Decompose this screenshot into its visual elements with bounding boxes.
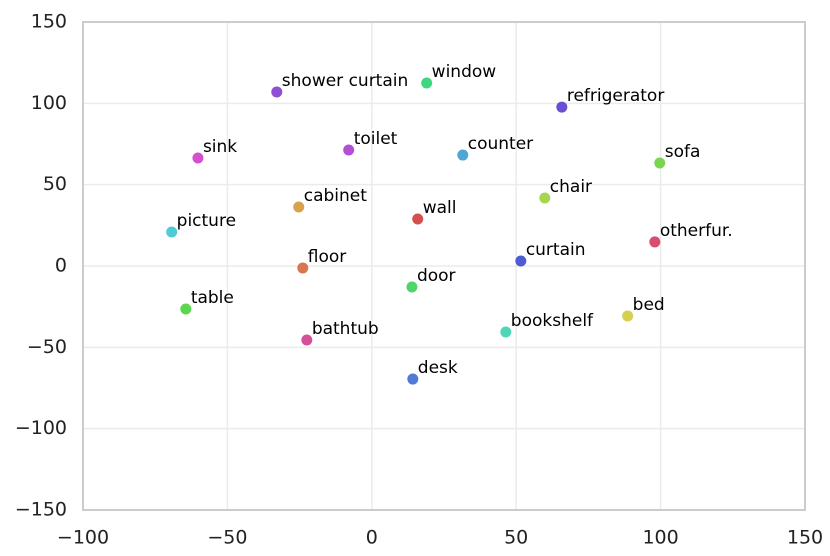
point <box>192 152 204 164</box>
point-label: counter <box>468 134 533 154</box>
point-label: refrigerator <box>567 86 664 106</box>
point <box>343 144 355 156</box>
y-tick-label: 50 <box>43 173 67 195</box>
point-label: sofa <box>665 142 701 162</box>
point-label: floor <box>308 247 347 267</box>
y-tick-label: 150 <box>31 11 67 33</box>
point <box>301 334 313 346</box>
point-label: bathtub <box>312 319 379 339</box>
point <box>166 226 178 238</box>
y-tick-label: −50 <box>27 336 67 358</box>
y-tick-label: 0 <box>55 255 67 277</box>
x-tick-label: 50 <box>504 527 528 549</box>
point-label: otherfur. <box>660 221 733 241</box>
point-label: table <box>191 288 234 308</box>
point-label: cabinet <box>304 186 368 206</box>
point <box>649 236 661 248</box>
plot-frame <box>82 21 806 511</box>
point <box>407 373 419 385</box>
point-label: door <box>417 266 456 286</box>
y-tick-label: 100 <box>31 92 67 114</box>
x-tick-label: 100 <box>642 527 678 549</box>
x-tick-label: −100 <box>57 527 109 549</box>
point <box>412 213 424 225</box>
point-label: bed <box>633 295 665 315</box>
point <box>297 262 309 274</box>
point-label: chair <box>550 177 592 197</box>
point <box>515 255 527 267</box>
x-tick-label: −50 <box>207 527 247 549</box>
point-label: wall <box>423 198 457 218</box>
point <box>539 192 551 204</box>
point <box>457 149 469 161</box>
point <box>180 303 192 315</box>
y-tick-label: −150 <box>15 499 67 521</box>
point <box>556 101 568 113</box>
y-tick-label: −100 <box>15 417 67 439</box>
x-tick-label: 0 <box>366 527 378 549</box>
point-label: sink <box>203 137 237 157</box>
x-tick-label: 150 <box>787 527 823 549</box>
point-label: desk <box>418 358 458 378</box>
point <box>271 86 283 98</box>
point-label: shower curtain <box>282 71 408 91</box>
point <box>654 157 666 169</box>
point-label: toilet <box>354 129 398 149</box>
point <box>421 77 433 89</box>
point-label: curtain <box>526 240 586 260</box>
point-label: picture <box>177 211 236 231</box>
point <box>406 281 418 293</box>
point-label: bookshelf <box>511 311 594 331</box>
point <box>622 310 634 322</box>
point <box>293 201 305 213</box>
point-label: window <box>432 62 497 82</box>
point <box>500 326 512 338</box>
